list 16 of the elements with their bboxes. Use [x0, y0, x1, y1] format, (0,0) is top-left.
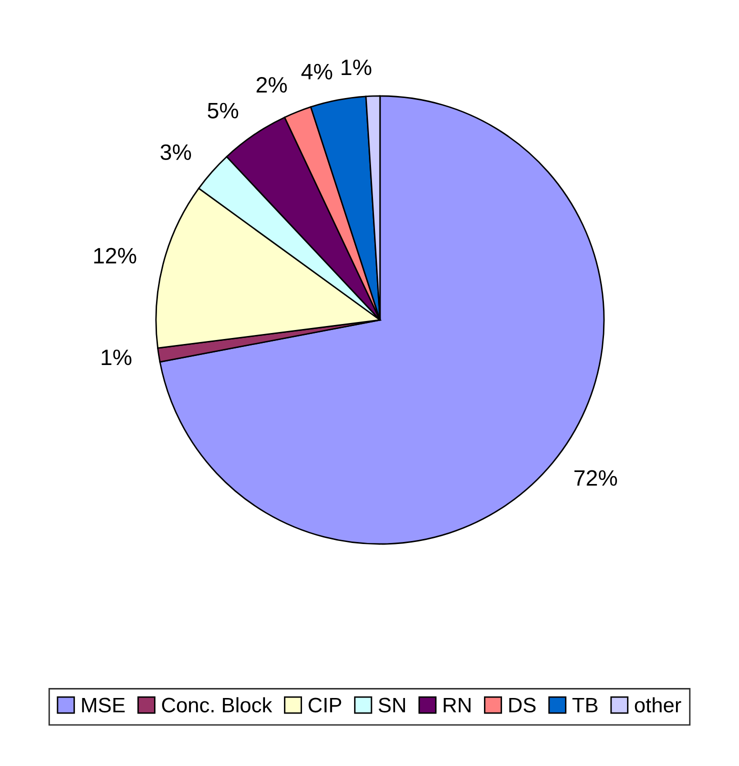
legend-label: Conc. Block — [162, 697, 272, 712]
data-label: 3% — [160, 144, 192, 160]
legend-label: TB — [572, 698, 598, 712]
legend-label: DS — [509, 698, 536, 712]
legend-label: CIP — [308, 698, 342, 712]
data-label: 1% — [102, 350, 132, 366]
legend-label: SN — [378, 698, 405, 712]
data-label: 1% — [342, 60, 372, 76]
legend-label: other — [634, 697, 682, 712]
data-label: 2% — [256, 76, 287, 93]
data-label: 12% — [94, 248, 136, 264]
legend-label: RN — [444, 698, 470, 712]
data-label: 4% — [301, 64, 332, 80]
legend-label: MSE — [82, 698, 125, 712]
data-label: 72% — [574, 470, 617, 486]
data-label: 5% — [208, 102, 238, 118]
